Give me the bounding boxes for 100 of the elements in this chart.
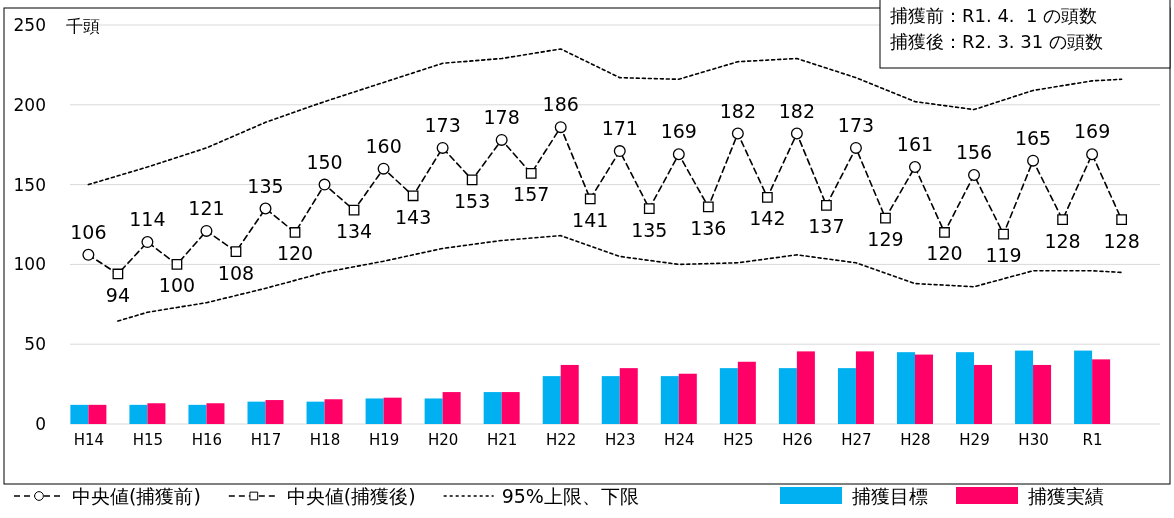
data-label: 171 xyxy=(601,117,638,140)
point xyxy=(348,204,360,216)
y-tick-label: 150 xyxy=(13,174,46,195)
point xyxy=(790,127,803,140)
data-label: 173 xyxy=(424,113,461,136)
x-tick-label: R1 xyxy=(1082,431,1103,449)
data-label: 169 xyxy=(1073,120,1111,143)
data-label: 128 xyxy=(1103,229,1140,252)
data-label: 157 xyxy=(513,183,550,206)
bar xyxy=(424,398,443,424)
bar xyxy=(1033,364,1052,424)
legend-label: 中央値(捕獲前) xyxy=(72,485,201,507)
bar xyxy=(601,376,620,424)
data-label: 120 xyxy=(926,242,963,265)
bar xyxy=(188,404,207,424)
x-tick-label: H28 xyxy=(900,431,931,449)
x-tick-label: H25 xyxy=(723,431,754,449)
bar xyxy=(306,401,325,424)
data-label: 114 xyxy=(129,208,166,231)
data-label: 150 xyxy=(306,150,343,173)
bar xyxy=(70,404,89,424)
data-label: 106 xyxy=(70,220,107,243)
data-label: 173 xyxy=(837,113,875,136)
legend-label: 捕獲実績 xyxy=(1028,485,1104,507)
point xyxy=(939,227,950,238)
y-tick-label: 0 xyxy=(35,413,46,434)
data-label: 142 xyxy=(749,207,786,230)
bar xyxy=(147,403,166,424)
bar xyxy=(365,398,384,424)
bar xyxy=(206,403,225,424)
point xyxy=(731,127,744,140)
point xyxy=(466,174,478,186)
data-label: 120 xyxy=(276,242,314,265)
annotation: 捕獲後：R2. 3. 31 の頭数 xyxy=(890,31,1103,52)
point xyxy=(259,202,272,215)
data-label: 119 xyxy=(985,244,1022,267)
x-tick-label: H21 xyxy=(486,431,518,449)
point xyxy=(880,212,891,224)
bar xyxy=(442,392,461,424)
point xyxy=(1057,214,1068,226)
data-label: 153 xyxy=(454,189,491,212)
point xyxy=(968,169,981,182)
bar xyxy=(896,352,915,424)
point xyxy=(141,236,154,249)
point xyxy=(82,248,95,261)
data-label: 135 xyxy=(631,218,668,241)
bar xyxy=(542,376,561,424)
x-tick-label: H19 xyxy=(368,431,400,449)
data-label: 186 xyxy=(542,93,579,116)
data-label: 136 xyxy=(690,216,727,239)
y-axis-title: 千頭 xyxy=(66,16,100,36)
data-label: 156 xyxy=(955,141,993,164)
bar xyxy=(737,361,756,424)
x-tick-label: H17 xyxy=(250,431,282,449)
point xyxy=(1116,214,1128,226)
y-tick-label: 250 xyxy=(13,14,46,35)
data-label: 108 xyxy=(217,261,255,284)
bar xyxy=(719,368,738,424)
bar xyxy=(855,351,874,424)
bar xyxy=(383,397,402,424)
point xyxy=(849,141,862,154)
data-label: 94 xyxy=(105,283,130,306)
point xyxy=(230,246,242,258)
data-label: 161 xyxy=(896,133,934,156)
x-tick-label: H22 xyxy=(546,431,577,449)
x-tick-label: H27 xyxy=(841,431,872,449)
x-tick-label: H26 xyxy=(782,431,813,449)
data-label: 128 xyxy=(1044,229,1081,252)
point xyxy=(407,190,419,202)
data-label: 129 xyxy=(867,228,904,251)
data-label: 182 xyxy=(719,99,756,122)
x-tick-label: H29 xyxy=(959,431,990,449)
x-tick-label: H20 xyxy=(427,431,459,449)
annotation: 捕獲前：R1. 4. 1 の頭数 xyxy=(890,5,1098,26)
bar xyxy=(974,364,993,424)
bar xyxy=(837,368,856,424)
point xyxy=(495,133,508,146)
x-tick-label: H30 xyxy=(1018,431,1049,449)
legend-label: 中央値(捕獲後) xyxy=(286,485,416,507)
y-tick-label: 200 xyxy=(13,94,46,115)
bar xyxy=(619,368,638,424)
bar xyxy=(796,351,815,424)
x-tick-label: H23 xyxy=(605,431,636,449)
data-label: 134 xyxy=(335,220,373,243)
point xyxy=(554,121,567,134)
point xyxy=(643,203,655,214)
bar xyxy=(956,352,975,424)
data-label: 137 xyxy=(808,215,845,238)
data-label: 100 xyxy=(158,274,196,297)
x-tick-label: H24 xyxy=(664,431,695,449)
point xyxy=(377,162,390,175)
data-label: 182 xyxy=(778,99,816,122)
bar xyxy=(88,404,107,424)
x-tick-label: H18 xyxy=(309,431,341,449)
point xyxy=(908,161,921,174)
point xyxy=(1027,154,1040,167)
data-label: 135 xyxy=(247,174,284,197)
bar xyxy=(660,376,679,424)
point xyxy=(613,145,626,158)
bar xyxy=(324,399,343,424)
